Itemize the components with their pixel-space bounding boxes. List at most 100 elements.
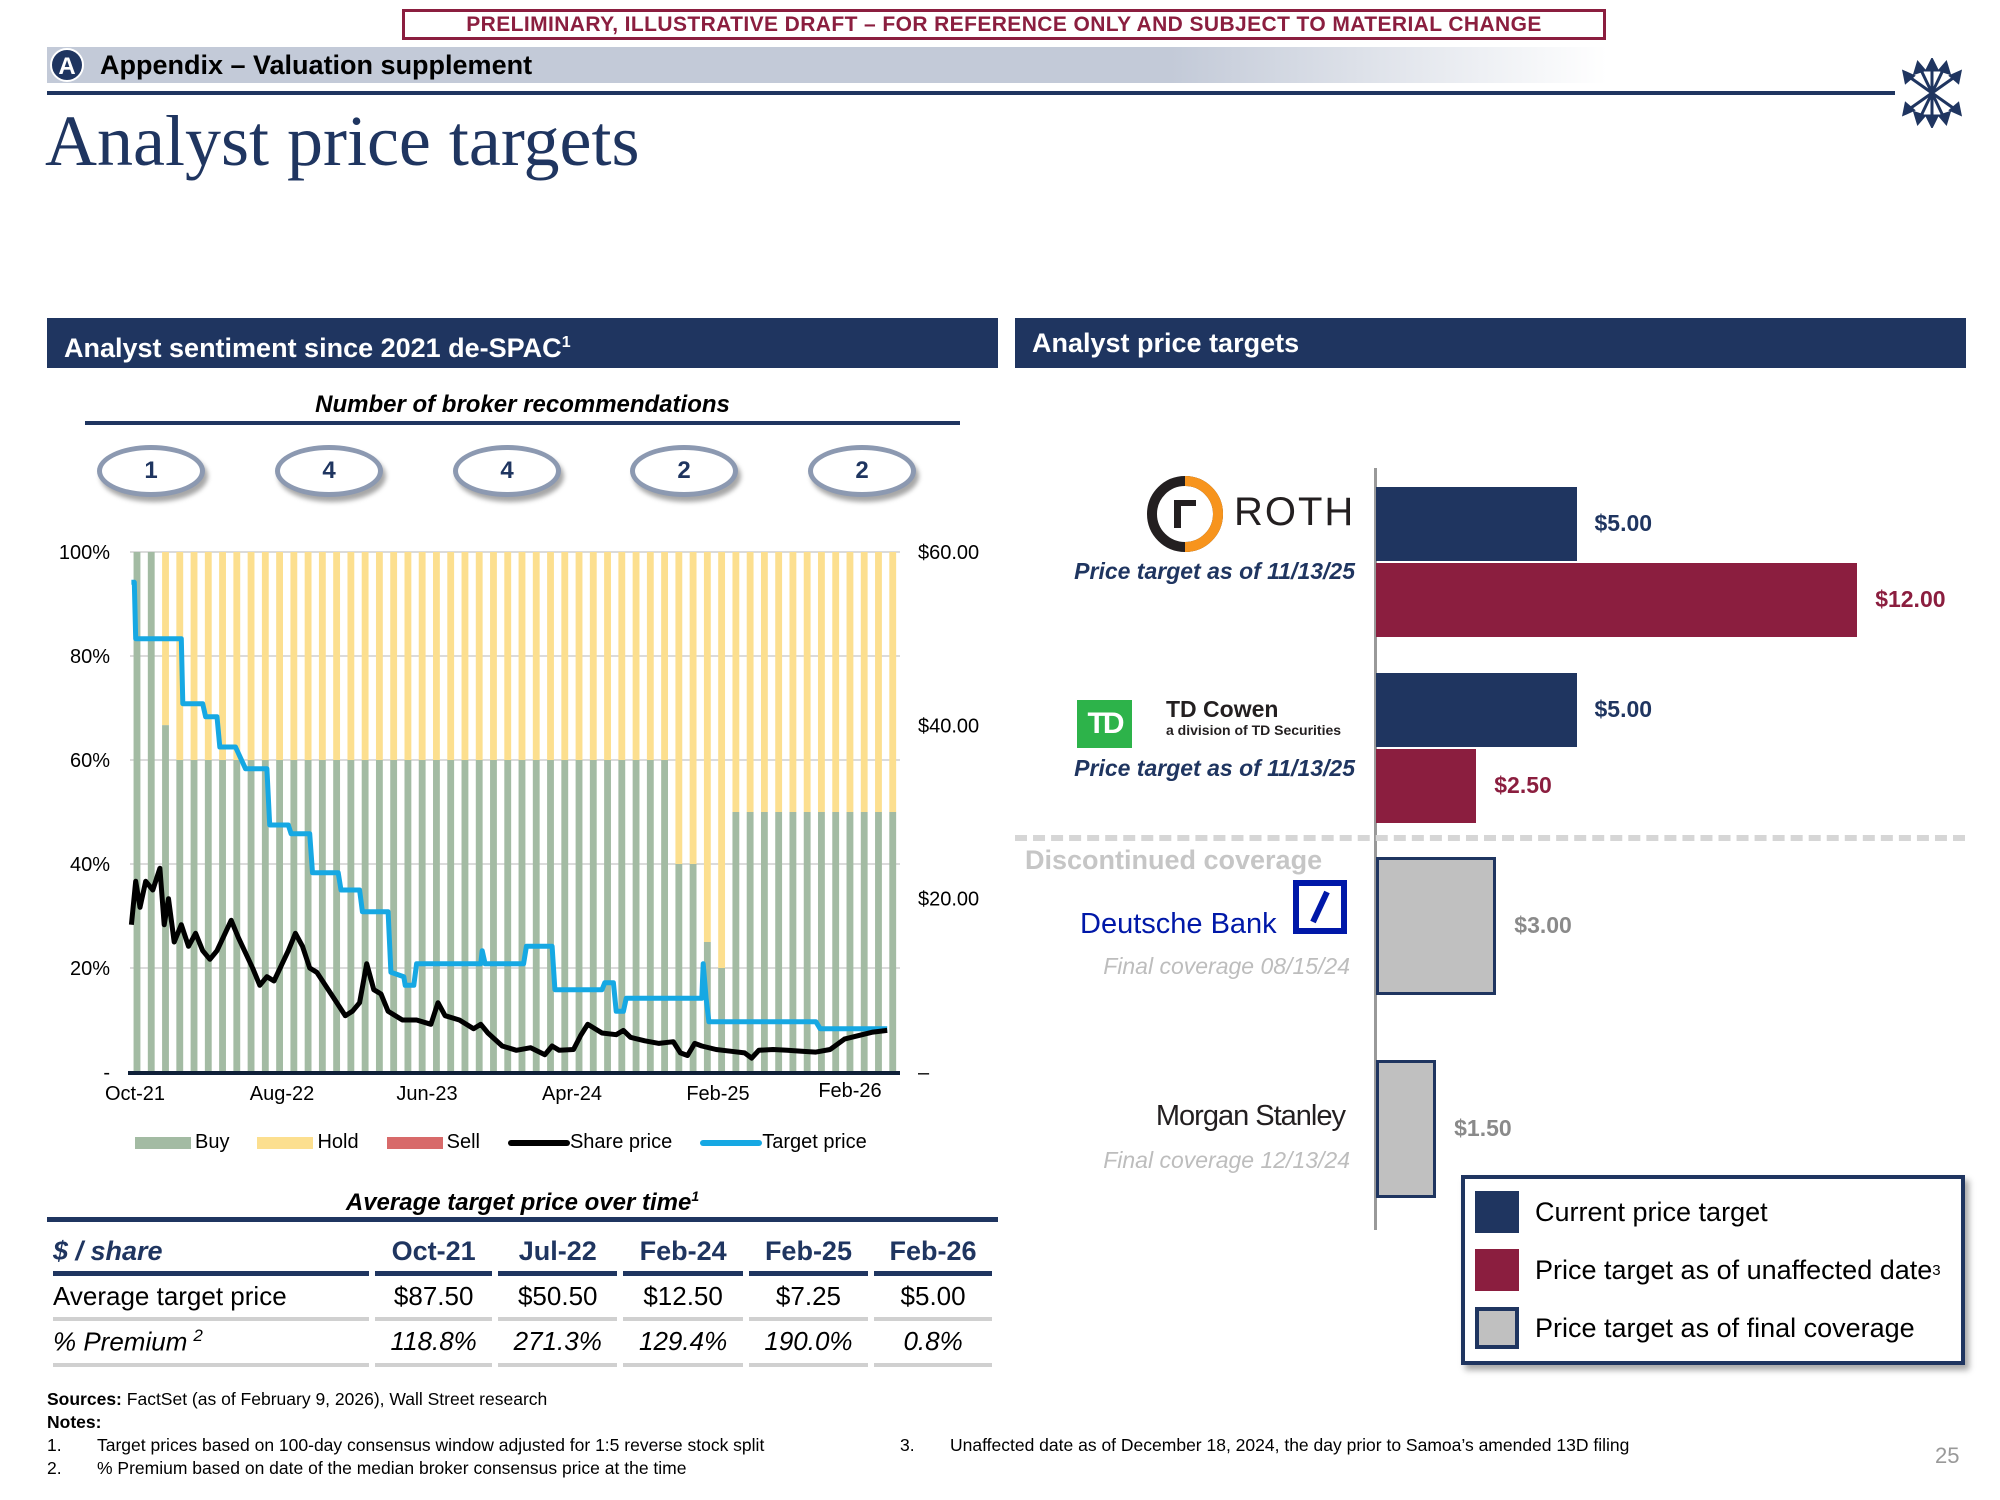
avg-target-table: $ / share Oct-21 Jul-22 Feb-24 Feb-25 Fe… xyxy=(47,1232,998,1367)
table-cell: $50.50 xyxy=(498,1276,618,1321)
buy-bar xyxy=(532,760,540,1072)
legend-item-hold: Hold xyxy=(257,1131,359,1154)
y-right-tick-label: $20.00 xyxy=(918,889,979,911)
broker-subtitle: a division of TD Securities xyxy=(1166,722,1342,738)
buy-bar xyxy=(646,760,654,1072)
y-left-tick-label: 60% xyxy=(70,750,110,772)
hold-bar xyxy=(247,552,255,760)
buy-bar xyxy=(176,760,184,1072)
buy-bar xyxy=(347,760,355,1072)
buy-bar xyxy=(746,812,754,1072)
footer-notes: Sources: FactSet (as of February 9, 2026… xyxy=(47,1388,764,1480)
table-cell: 118.8% xyxy=(375,1321,493,1367)
row-label: Average target price xyxy=(53,1276,370,1321)
hold-bar xyxy=(447,552,455,760)
buy-bar xyxy=(661,760,669,1072)
rec-count-bubble: 2 xyxy=(808,445,916,497)
price-target-bar-current xyxy=(1376,487,1577,561)
buy-bar xyxy=(204,760,212,1072)
buy-bar xyxy=(789,812,797,1072)
legend-swatch-current xyxy=(1475,1191,1519,1233)
avg-title: Average target price over time1 xyxy=(47,1188,998,1217)
sources-line: Sources: FactSet (as of February 9, 2026… xyxy=(47,1388,764,1411)
hold-bar xyxy=(561,552,569,760)
broker-caption: Final coverage 08/15/24 xyxy=(1103,953,1350,979)
hold-bar xyxy=(675,552,683,864)
hold-bar xyxy=(860,552,868,812)
legend-swatch-share-price xyxy=(507,1139,570,1146)
buy-bar xyxy=(418,760,426,1072)
roth-logo-icon xyxy=(1147,476,1223,552)
draft-banner: PRELIMINARY, ILLUSTRATIVE DRAFT – FOR RE… xyxy=(402,9,1606,40)
arrows-bundle-icon xyxy=(1901,58,1963,128)
legend-swatch-unaffected xyxy=(1475,1249,1519,1291)
discontinued-label: Discontinued coverage xyxy=(1025,845,1323,875)
column-header: Feb-25 xyxy=(748,1232,869,1276)
buy-bar xyxy=(162,725,169,1072)
hold-bar xyxy=(718,552,726,968)
footnote-ref: 3 xyxy=(1932,1261,1941,1279)
table-cell: $87.50 xyxy=(375,1276,493,1321)
table-row: Average target price $87.50 $50.50 $12.5… xyxy=(53,1276,992,1321)
buy-bar xyxy=(333,760,341,1072)
hold-bar xyxy=(504,552,512,760)
price-target-value-label: $1.50 xyxy=(1454,1115,1512,1141)
note-number: 3. xyxy=(900,1435,915,1455)
hold-bar xyxy=(646,552,654,760)
buy-bar xyxy=(318,760,326,1072)
price-target-bar-unaffected xyxy=(1376,749,1477,823)
hold-bar xyxy=(604,552,611,760)
legend-swatch-buy xyxy=(135,1136,191,1149)
note-text: % Premium based on date of the median br… xyxy=(97,1458,687,1478)
section-band xyxy=(47,47,1607,83)
table-row: % Premium 2 118.8% 271.3% 129.4% 190.0% 0… xyxy=(53,1321,992,1367)
hold-bar xyxy=(618,552,626,760)
rec-count-bubble: 4 xyxy=(275,445,383,497)
buy-bar xyxy=(832,812,840,1072)
buy-bar xyxy=(433,760,440,1072)
x-tick-label: Feb-25 xyxy=(686,1083,749,1105)
legend-item-sell: Sell xyxy=(386,1131,480,1154)
y-left-tick-label: 40% xyxy=(70,854,110,876)
buy-bar xyxy=(775,812,783,1072)
table-cell: $5.00 xyxy=(874,1276,992,1321)
deutsche-bank-logo-icon xyxy=(1293,880,1347,934)
hold-bar xyxy=(832,552,840,812)
price-target-bar-final xyxy=(1376,1060,1437,1198)
price-target-value-label: $12.00 xyxy=(1875,586,1946,612)
legend-item-buy: Buy xyxy=(135,1131,229,1154)
recs-title: Number of broker recommendations xyxy=(315,391,730,418)
legend-label: Sell xyxy=(446,1131,480,1153)
hold-bar xyxy=(632,552,640,760)
broker-caption: Price target as of 11/13/25 xyxy=(1074,558,1355,584)
buy-bar xyxy=(404,760,412,1072)
bar-axis xyxy=(1374,468,1377,1230)
legend-label: Target price xyxy=(762,1131,867,1153)
note-text: Unaffected date as of December 18, 2024,… xyxy=(950,1435,1630,1455)
hold-bar xyxy=(589,552,597,760)
sources-label: Sources: xyxy=(47,1389,122,1409)
buy-bar xyxy=(889,812,897,1072)
hold-bar xyxy=(375,552,383,760)
buy-bar xyxy=(675,864,683,1072)
y-left-tick-label: 100% xyxy=(59,542,110,564)
hold-bar xyxy=(518,552,526,760)
hold-bar xyxy=(532,552,540,760)
buy-bar xyxy=(375,760,383,1072)
hold-bar xyxy=(318,552,326,760)
buy-bar xyxy=(760,812,768,1072)
legend-item-current: Current price target xyxy=(1475,1191,1768,1233)
price-target-legend: Current price target Price target as of … xyxy=(1461,1175,1965,1365)
column-header: $ / share xyxy=(53,1232,370,1276)
y-right-tick-label: $60.00 xyxy=(918,542,979,564)
hold-bar xyxy=(390,552,398,760)
legend-swatch-target-price xyxy=(700,1139,763,1146)
note-item: 1. Target prices based on 100-day consens… xyxy=(47,1434,764,1457)
hold-bar xyxy=(661,552,669,760)
y-right-tick-label: – xyxy=(918,1062,930,1084)
buy-bar xyxy=(589,760,597,1072)
buy-bar xyxy=(490,760,497,1072)
legend-item-unaffected: Price target as of unaffected date 3 xyxy=(1475,1249,1941,1291)
row-label: % Premium 2 xyxy=(53,1321,370,1367)
note-item: 2. % Premium based on date of the median … xyxy=(47,1457,764,1480)
